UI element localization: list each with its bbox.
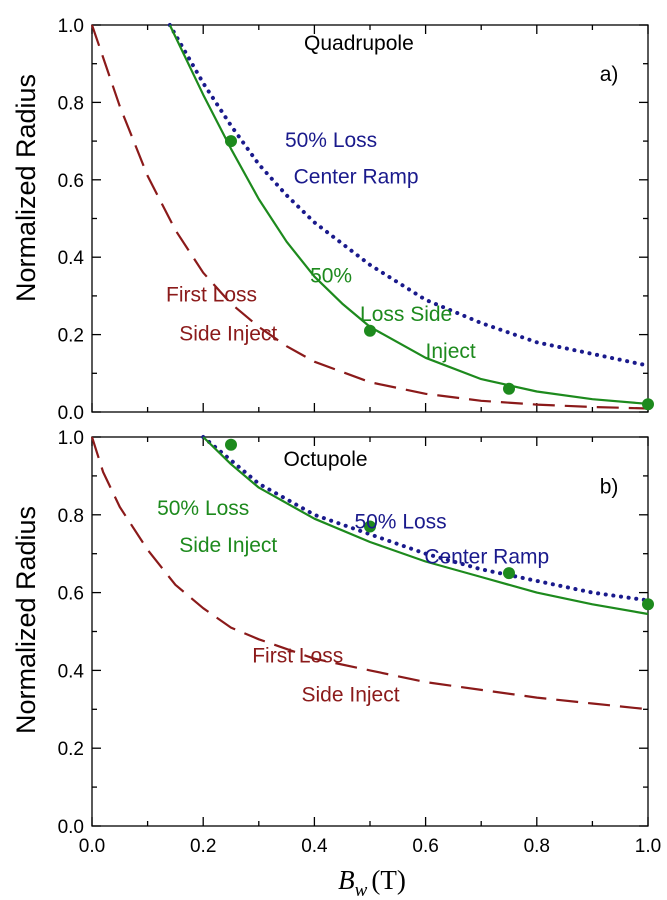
panel-b-annotation: Octupole xyxy=(283,448,367,471)
panel-b-x-tick-label: 1.0 xyxy=(635,836,661,857)
panel-a-y-tick-label: 0.8 xyxy=(58,93,84,114)
panel-a-center-ramp-line xyxy=(167,23,650,368)
panel-a-annotation: Side Inject xyxy=(179,322,277,345)
panel-a-annotation: Center Ramp xyxy=(294,166,419,189)
panel-a-data-point xyxy=(225,135,237,148)
panel-b-x-tick-label: 0.2 xyxy=(190,836,216,857)
panel-a-y-tick-label: 1.0 xyxy=(58,16,84,37)
panel-b-y-tick-label: 0.2 xyxy=(58,739,84,760)
panel-b-y-tick-label: 0.4 xyxy=(58,661,85,682)
panel-a-y-tick-label: 0.6 xyxy=(58,171,84,192)
x-axis-unit: (T) xyxy=(371,865,405,895)
panel-b-y-tick-label: 0.8 xyxy=(58,506,84,527)
panel-a-annotation: 50% Loss xyxy=(285,129,377,152)
panel-a-side-inject-line xyxy=(168,24,649,405)
panel-b-data-point xyxy=(503,567,515,580)
panel-a-plot-frame xyxy=(91,24,649,413)
panel-a-y-tick-label: 0.2 xyxy=(58,326,84,347)
panel-b-first-loss-line xyxy=(90,436,649,711)
panel-b-y-tick-label: 0.0 xyxy=(58,817,84,838)
panel-b-ylabel: Normalized Radius xyxy=(11,506,41,734)
panel-b-y-tick-label: 1.0 xyxy=(58,428,84,449)
panel-a-data-point xyxy=(364,324,376,337)
panel-b-data-point xyxy=(225,438,237,451)
panel-b-x-tick-label: 0.8 xyxy=(524,836,550,857)
panel-a-y-tick-label: 0.0 xyxy=(58,403,84,424)
panel-a-data-point xyxy=(642,398,654,411)
panel-a-first-loss-line xyxy=(90,24,649,410)
panel-b-annotation: 50% Loss xyxy=(354,510,446,533)
panel-b-x-tick-label: 0.0 xyxy=(79,836,105,857)
x-axis-title: Bw (T) xyxy=(338,865,406,900)
panel-a-data-point xyxy=(503,382,515,395)
panel-b: 0.0 0.2 0.4 0.6 0.8 1.0 0.0 0.2 0.4 0.6 0.8 1.0 Octu… xyxy=(58,428,662,857)
panel-a: 0.0 0.2 0.4 0.6 0.8 1.0 Quadrupole a) 50% Loss Ce… xyxy=(58,16,654,424)
panel-b-y-tick-label: 0.6 xyxy=(58,584,84,605)
panel-b-x-tick-label: 0.6 xyxy=(412,836,438,857)
panel-b-data-point xyxy=(364,520,376,533)
panel-b-plot-frame xyxy=(91,436,649,827)
x-axis-subscript: w xyxy=(355,880,368,900)
panel-a-ylabel: Normalized Radius xyxy=(11,74,41,302)
panel-b-annotation: First Loss xyxy=(252,645,343,668)
panel-b-annotation: Side Inject xyxy=(179,534,277,557)
panel-a-annotation: Loss Side xyxy=(360,303,452,326)
panel-a-annotation: Quadrupole xyxy=(304,32,414,55)
panel-b-annotation: b) xyxy=(600,475,619,498)
panel-b-data-point xyxy=(642,598,654,611)
panel-b-annotation: Side Inject xyxy=(302,684,400,707)
panel-a-annotation: a) xyxy=(600,63,619,86)
panel-b-annotation: Center Ramp xyxy=(424,545,549,568)
panel-b-side-inject-line xyxy=(202,436,649,616)
panel-a-y-tick-label: 0.4 xyxy=(58,248,85,269)
panel-a-annotation: First Loss xyxy=(166,284,257,307)
panel-a-annotation: Inject xyxy=(426,340,476,363)
panel-b-center-ramp-line xyxy=(201,435,650,603)
panel-b-x-tick-label: 0.4 xyxy=(301,836,328,857)
panel-b-annotation: 50% Loss xyxy=(157,497,249,520)
panel-a-annotation: 50% xyxy=(310,264,352,287)
x-axis-symbol: B xyxy=(338,865,355,895)
